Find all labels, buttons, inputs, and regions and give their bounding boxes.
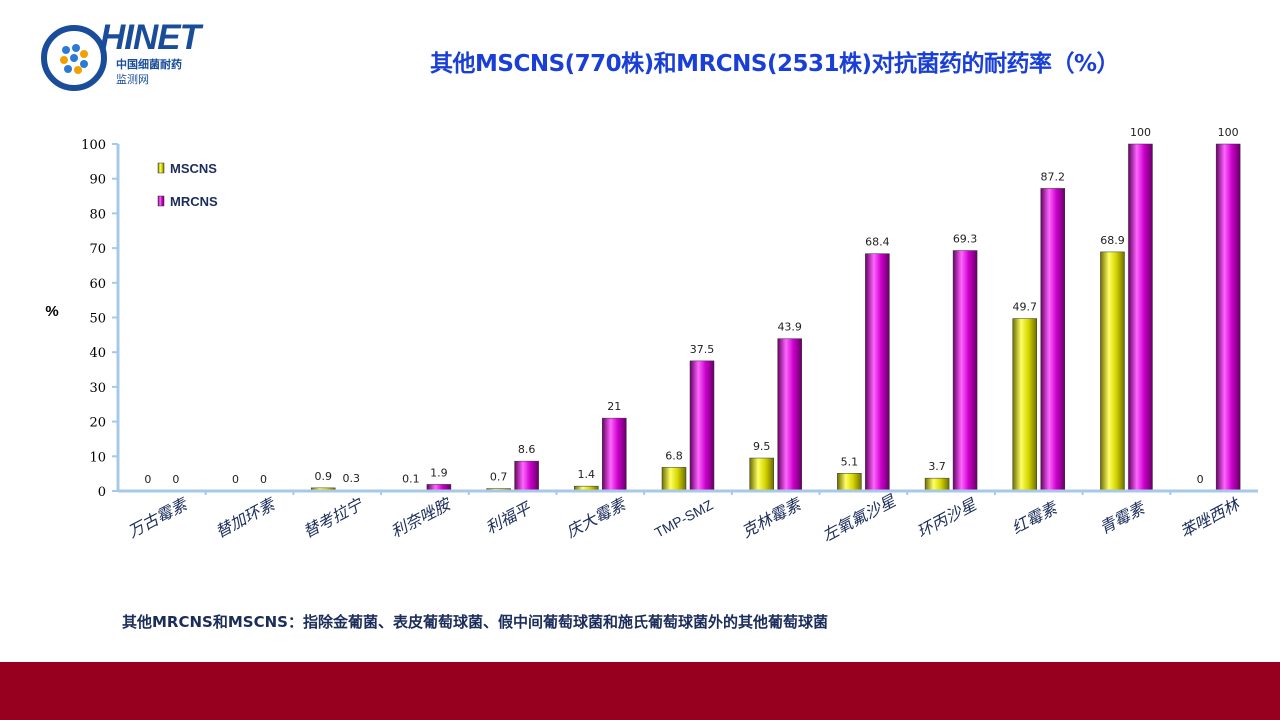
- data-label-mrcns: 37.5: [690, 343, 715, 356]
- x-tick-label: 万古霉素: [125, 494, 192, 542]
- footnote: 其他MRCNS和MSCNS：指除金葡菌、表皮葡萄球菌、假中间葡萄球菌和施氏葡萄球…: [122, 613, 828, 631]
- x-tick-label: 庆大霉素: [563, 494, 630, 542]
- data-label-mscns: 0.9: [314, 470, 332, 483]
- data-label-mscns: 0: [144, 473, 151, 486]
- legend-label-mrcns: MRCNS: [170, 194, 218, 209]
- bar-mscns: [924, 477, 950, 492]
- logo-subtitle-2: 监测网: [116, 73, 149, 86]
- data-label-mscns: 0.7: [490, 471, 508, 484]
- x-tick-label: 替考拉宁: [300, 494, 367, 542]
- data-label-mrcns: 0: [260, 473, 267, 486]
- x-axis: 万古霉素 替加环素 替考拉宁 利奈唑胺 利福平 庆大霉素 TMP-SMZ 克林霉素 左氧氟沙星环…: [118, 489, 1258, 546]
- x-tick-label: 克林霉素: [738, 494, 805, 542]
- data-label-mscns: 1.4: [578, 468, 596, 481]
- x-tick-label: 替加环素: [212, 494, 279, 542]
- logo-wordmark: HINET: [100, 18, 201, 57]
- bar-mrcns: [602, 417, 627, 492]
- data-label-mscns: 6.8: [665, 449, 683, 462]
- data-label-mscns: 9.5: [753, 440, 771, 453]
- bar-mscns: [661, 467, 687, 492]
- hinet-logo: HINET 中国细菌耐药 监测网: [38, 18, 218, 96]
- bar-mscns: [1100, 251, 1125, 492]
- bar-mrcns: [1040, 188, 1066, 492]
- y-tick-label: 90: [89, 173, 106, 188]
- y-axis: 0 10 20 30 40 50 60 70 80 90 100: [81, 138, 120, 500]
- y-tick-label: 30: [89, 381, 106, 396]
- y-tick-label: 70: [89, 242, 106, 257]
- y-tick-label: 20: [89, 416, 106, 431]
- legend-swatch-mscns: [157, 162, 165, 174]
- data-label-mscns: 3.7: [928, 460, 946, 473]
- page-title: 其他MSCNS(770株)和MRCNS(2531株)对抗菌药的耐药率（%）: [430, 51, 1120, 77]
- x-tick-label: TMP-SMZ: [652, 496, 716, 540]
- data-label-mscns: 5.1: [841, 455, 859, 468]
- logo-globe-icon: [41, 25, 107, 91]
- legend-swatch-mrcns: [157, 195, 165, 207]
- y-tick-label: 40: [89, 346, 106, 361]
- x-tick-label: 左氧氟沙星: [819, 491, 899, 546]
- data-label-mrcns: 0: [172, 473, 179, 486]
- y-tick-label: 80: [89, 207, 106, 222]
- y-tick-label: 100: [81, 138, 106, 153]
- y-tick-label: 10: [89, 450, 106, 465]
- x-tick-label: 苯唑西林: [1177, 494, 1244, 542]
- data-label-mscns: 49.7: [1013, 301, 1038, 314]
- x-tick-label: 环丙沙星: [914, 494, 980, 541]
- bar-mrcns: [689, 360, 715, 492]
- data-label-mrcns: 100: [1218, 126, 1239, 139]
- y-tick-label: 50: [89, 312, 106, 327]
- x-tick-label: 青霉素: [1096, 498, 1149, 538]
- x-tick-label: 红霉素: [1009, 498, 1062, 538]
- bar-mscns: [1012, 318, 1038, 492]
- bars: 0 0 0 0 0.9 0.3 0.1 1.9 0.7 8.6 1.4 21 6.8 37.5 9.5 43.…: [144, 126, 1241, 492]
- data-label-mrcns: 21: [607, 400, 621, 413]
- data-label-mrcns: 0.3: [342, 472, 360, 485]
- bar-mscns: [749, 457, 774, 492]
- legend: MSCNS MRCNS: [157, 161, 218, 209]
- data-label-mrcns: 43.9: [777, 321, 802, 334]
- legend-label-mscns: MSCNS: [170, 161, 217, 176]
- bar-mrcns: [952, 250, 978, 492]
- data-label-mscns: 0: [232, 473, 239, 486]
- y-tick-label: 0: [98, 485, 106, 500]
- bar-mrcns: [1128, 143, 1153, 492]
- data-label-mrcns: 1.9: [430, 466, 448, 479]
- x-tick-label: 利福平: [482, 498, 535, 538]
- data-label-mrcns: 69.3: [953, 233, 978, 246]
- data-label-mscns: 0: [1197, 473, 1204, 486]
- y-tick-label: 60: [89, 277, 106, 292]
- data-label-mrcns: 87.2: [1041, 170, 1066, 183]
- bar-mrcns: [1215, 143, 1241, 492]
- logo-subtitle-1: 中国细菌耐药: [116, 58, 182, 71]
- data-label-mscns: 68.9: [1100, 234, 1125, 247]
- data-label-mrcns: 100: [1130, 126, 1151, 139]
- bar-mrcns: [514, 460, 539, 492]
- bar-mscns: [837, 473, 862, 492]
- bar-mrcns: [777, 338, 802, 492]
- y-axis-label: %: [45, 303, 58, 320]
- data-label-mrcns: 68.4: [865, 236, 890, 249]
- data-label-mrcns: 8.6: [518, 443, 536, 456]
- data-label-mscns: 0.1: [402, 473, 420, 486]
- bottom-bar: [0, 662, 1280, 720]
- x-tick-label: 利奈唑胺: [388, 494, 455, 542]
- bar-mrcns: [865, 253, 890, 492]
